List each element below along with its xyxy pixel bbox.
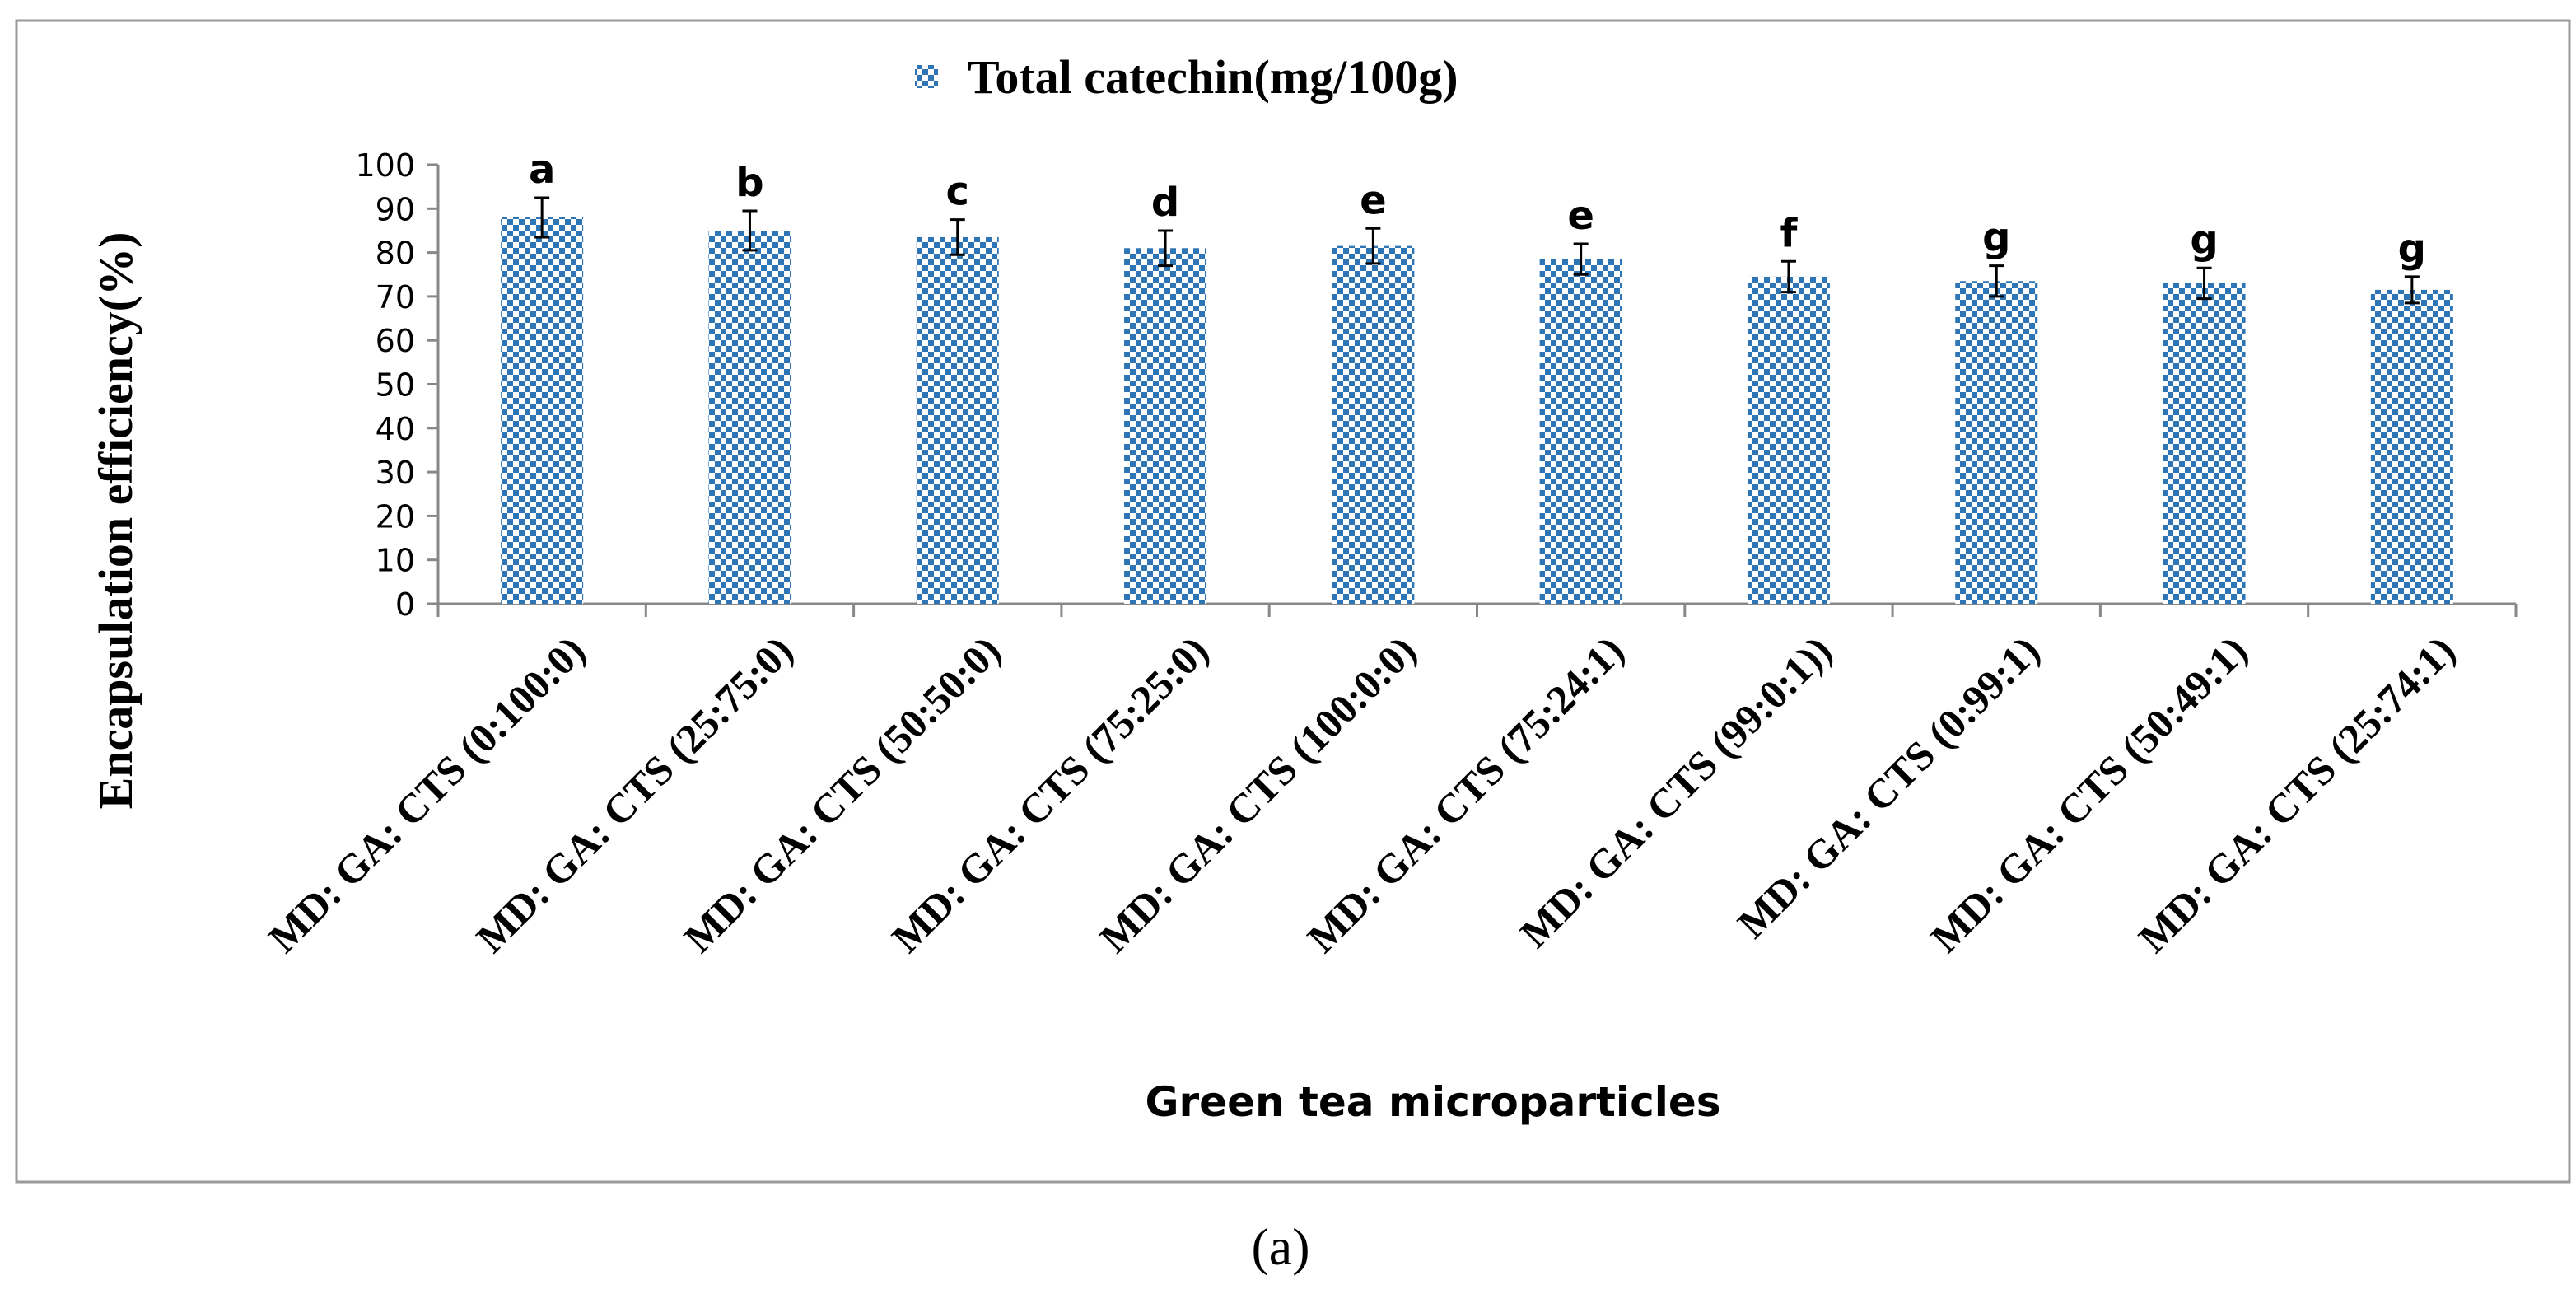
y-tick-label: 100 bbox=[355, 147, 415, 184]
bar bbox=[1747, 276, 1830, 604]
error-bar bbox=[1989, 264, 2004, 298]
significance-letter: g bbox=[2190, 217, 2218, 263]
chart-border bbox=[15, 19, 2571, 1184]
legend-swatch bbox=[915, 65, 938, 88]
significance-letter: a bbox=[529, 147, 555, 193]
bar bbox=[2163, 283, 2246, 604]
error-bars bbox=[534, 196, 2420, 305]
x-tick-labels: MD: GA: CTS (0:100:0)MD: GA: CTS (25:75:… bbox=[259, 627, 2464, 961]
error-bar bbox=[1158, 229, 1174, 268]
error-bar bbox=[950, 218, 965, 256]
x-ticks bbox=[436, 604, 2518, 617]
bar bbox=[1955, 281, 2038, 604]
legend: Total catechin(mg/100g) bbox=[915, 50, 1458, 104]
y-tick-label: 70 bbox=[376, 279, 415, 315]
figure-caption: (a) bbox=[1251, 1217, 1309, 1276]
y-tick-label: 40 bbox=[376, 411, 415, 447]
legend-label: Total catechin(mg/100g) bbox=[968, 50, 1458, 104]
significance-letter: e bbox=[1567, 193, 1594, 239]
y-tick-label: 80 bbox=[376, 236, 415, 272]
error-bar bbox=[1365, 227, 1381, 265]
bar bbox=[1539, 259, 1622, 604]
significance-letter: f bbox=[1780, 210, 1799, 256]
y-tick-label: 60 bbox=[376, 323, 415, 359]
significance-letter: d bbox=[1151, 180, 1179, 226]
y-tick-label: 30 bbox=[376, 455, 415, 491]
bar bbox=[2370, 289, 2453, 604]
bar bbox=[708, 230, 791, 604]
x-axis-title: Green tea microparticles bbox=[1145, 1078, 1720, 1126]
error-bar bbox=[2404, 275, 2420, 305]
significance-letter: c bbox=[946, 169, 969, 215]
significance-letters: a b c d e e f g g g bbox=[529, 147, 2426, 272]
significance-letter: e bbox=[1360, 177, 1387, 223]
bar bbox=[1332, 245, 1415, 604]
y-axis-title: Encapsulation efficiency(%) bbox=[89, 232, 142, 810]
error-bar bbox=[1573, 242, 1589, 276]
bar bbox=[916, 236, 999, 604]
error-bar bbox=[1780, 259, 1796, 294]
bar bbox=[1124, 248, 1207, 604]
significance-letter: g bbox=[1982, 215, 2010, 261]
bar bbox=[501, 217, 584, 604]
y-tick-label: 10 bbox=[376, 543, 415, 579]
y-tick-label: 0 bbox=[395, 586, 415, 623]
significance-letter: g bbox=[2398, 226, 2426, 272]
significance-letter: b bbox=[735, 160, 763, 206]
bars bbox=[501, 217, 2453, 604]
y-tick-label: 90 bbox=[376, 191, 415, 227]
error-bar bbox=[742, 209, 758, 252]
error-bar bbox=[534, 196, 550, 239]
y-tick-label: 20 bbox=[376, 498, 415, 535]
y-tick-label: 50 bbox=[376, 367, 415, 404]
error-bar bbox=[2196, 266, 2212, 301]
y-ticks: 0 10 20 30 40 50 60 70 80 90 100 bbox=[355, 147, 438, 623]
